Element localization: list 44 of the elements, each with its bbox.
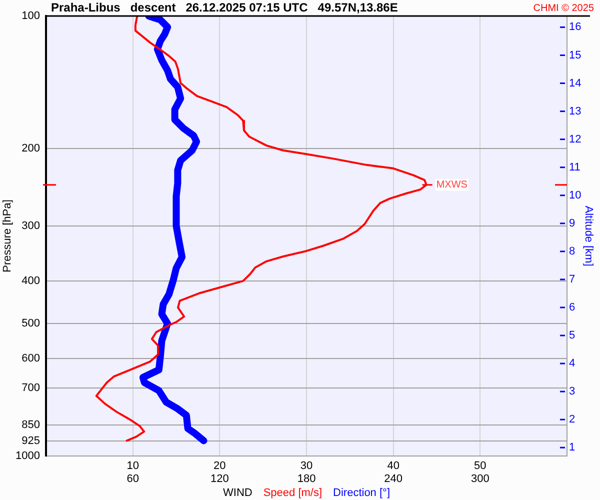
y2-tick-label: 6 xyxy=(569,301,576,314)
annotation: MXWS xyxy=(436,180,468,191)
x2-tick-label: 240 xyxy=(384,473,403,486)
y2-tick-label: 12 xyxy=(569,133,582,146)
text: Direction [°] xyxy=(333,487,390,500)
y-tick-label: 600 xyxy=(22,352,40,364)
y2-tick-label: 7 xyxy=(569,273,576,286)
y-tick-label: 1000 xyxy=(16,450,40,462)
y-tick-label: 200 xyxy=(22,142,40,154)
y2-tick-label: 16 xyxy=(569,21,582,34)
y-axis-title: Pressure [hPa] xyxy=(2,200,14,272)
y2-tick-label: 3 xyxy=(569,386,576,398)
x-tick-label: 30 xyxy=(300,460,313,472)
y-tick-label: 300 xyxy=(22,220,40,232)
x2-tick-label: 300 xyxy=(470,473,490,486)
x-tick-label: 50 xyxy=(474,460,486,472)
y2-tick-label: 13 xyxy=(569,105,582,118)
y-tick-label: 400 xyxy=(22,274,40,287)
x2-tick-label: 120 xyxy=(210,473,229,486)
y-tick-label: 500 xyxy=(22,318,40,330)
y-tick-label: 100 xyxy=(22,10,40,22)
y2-tick-label: 14 xyxy=(569,77,582,90)
y2-tick-label: 11 xyxy=(569,161,580,174)
x2-tick-label: 60 xyxy=(126,473,139,486)
y2-axis-title: Altitude [km] xyxy=(582,206,594,266)
x-tick-label: 10 xyxy=(126,460,139,472)
y2-tick-label: 8 xyxy=(569,245,576,258)
x2-tick-label: 180 xyxy=(297,473,316,486)
y-tick-label: 700 xyxy=(22,382,40,394)
y-tick-label: 925 xyxy=(22,435,40,448)
x-axis-title: WIND xyxy=(223,487,252,500)
y-tick-label: 850 xyxy=(22,418,40,431)
y2-tick-label: 10 xyxy=(569,189,582,202)
x-tick-label: 40 xyxy=(387,460,400,472)
y2-tick-label: 2 xyxy=(569,414,576,426)
x-tick-label: 20 xyxy=(214,460,226,472)
y2-tick-label: 4 xyxy=(569,358,576,370)
y2-tick-label: 1 xyxy=(569,442,576,454)
chart-title: Praha-Libus descent 26.12.2025 07:15 UTC 49.57N,13.86E xyxy=(51,0,398,14)
text: CHMI © 2025 xyxy=(533,2,594,14)
text: Speed [m/s] xyxy=(263,487,322,500)
y2-tick-label: 5 xyxy=(569,330,576,342)
y2-tick-label: 15 xyxy=(569,49,582,62)
y2-tick-label: 9 xyxy=(569,217,576,230)
